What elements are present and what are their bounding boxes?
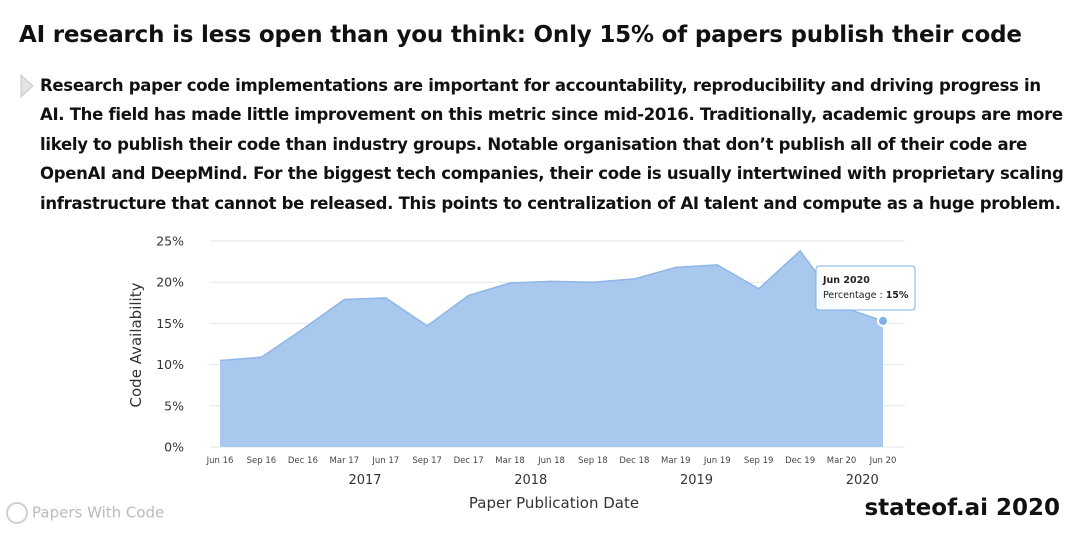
x-tick-label: Dec 17 [454, 456, 484, 466]
x-tick-label: Jun 18 [537, 456, 565, 466]
tooltip-title: Jun 2020 [822, 275, 870, 286]
y-tick-label: 25% [156, 234, 184, 249]
x-tick-label: Sep 17 [412, 456, 442, 466]
tooltip-label: Percentage : [823, 290, 886, 301]
body-paragraph: Research paper code implementations are … [40, 76, 1064, 213]
year-label-layer: 2017 2018 2019 2020 [348, 473, 878, 488]
x-tick-label: Dec 16 [288, 456, 318, 466]
x-tick-label: Jun 16 [206, 456, 234, 466]
x-tick-label: Mar 20 [827, 456, 857, 466]
x-tick-label: Jun 19 [703, 456, 731, 466]
y-tick-label: 10% [156, 357, 184, 372]
y-tick-label: 20% [156, 275, 184, 290]
x-tick-label: Jun 20 [869, 456, 897, 466]
area-line [219, 249, 884, 362]
brand-label: stateof.ai 2020 [864, 495, 1060, 521]
year-label: 2017 [348, 473, 381, 488]
watermark: Papers With Code [6, 502, 164, 524]
x-tick-label: Sep 18 [578, 456, 608, 466]
x-axis-label: Paper Publication Date [469, 494, 639, 512]
area-chart: 0% 5% 10% 15% 20% 25% Jun 16 Sep 16 Dec 16 Mar 1… [127, 234, 916, 512]
x-tick-label: Sep 19 [744, 456, 774, 466]
year-label: 2020 [846, 473, 879, 488]
hover-marker[interactable] [877, 314, 889, 327]
x-tick-label: Mar 17 [330, 456, 360, 466]
y-tick-label: 5% [164, 398, 184, 413]
chart-container: 0% 5% 10% 15% 20% 25% Jun 16 Sep 16 Dec 16 Mar 1… [120, 225, 920, 525]
x-tick-label: Dec 19 [785, 456, 815, 466]
x-tick-label: Jun 17 [371, 456, 399, 466]
papers-with-code-logo-icon [6, 502, 28, 524]
area-fill [220, 250, 883, 447]
tooltip-body: Percentage : 15% [823, 290, 909, 301]
y-axis-label: Code Availability [127, 282, 145, 407]
x-tick-label: Dec 18 [619, 456, 649, 466]
page-title: AI research is less open than you think:… [19, 22, 1022, 48]
y-tick-label: 15% [156, 316, 184, 331]
y-tick-layer: 0% 5% 10% 15% 20% 25% [156, 234, 184, 455]
x-tick-label: Mar 19 [661, 456, 691, 466]
tooltip-value: 15% [886, 290, 909, 301]
watermark-text: Papers With Code [32, 503, 165, 522]
year-label: 2019 [680, 473, 713, 488]
tooltip-box [815, 265, 916, 311]
x-tick-label: Mar 18 [495, 456, 525, 466]
x-tick-label: Sep 16 [247, 456, 277, 466]
x-tick-layer: Jun 16 Sep 16 Dec 16 Mar 17 Jun 17 Sep 17 Dec … [206, 456, 897, 466]
tooltip: Jun 2020 Percentage : 15% [815, 265, 916, 311]
year-label: 2018 [514, 473, 547, 488]
y-tick-label: 0% [164, 440, 184, 455]
bullet-arrow-icon [20, 73, 34, 99]
